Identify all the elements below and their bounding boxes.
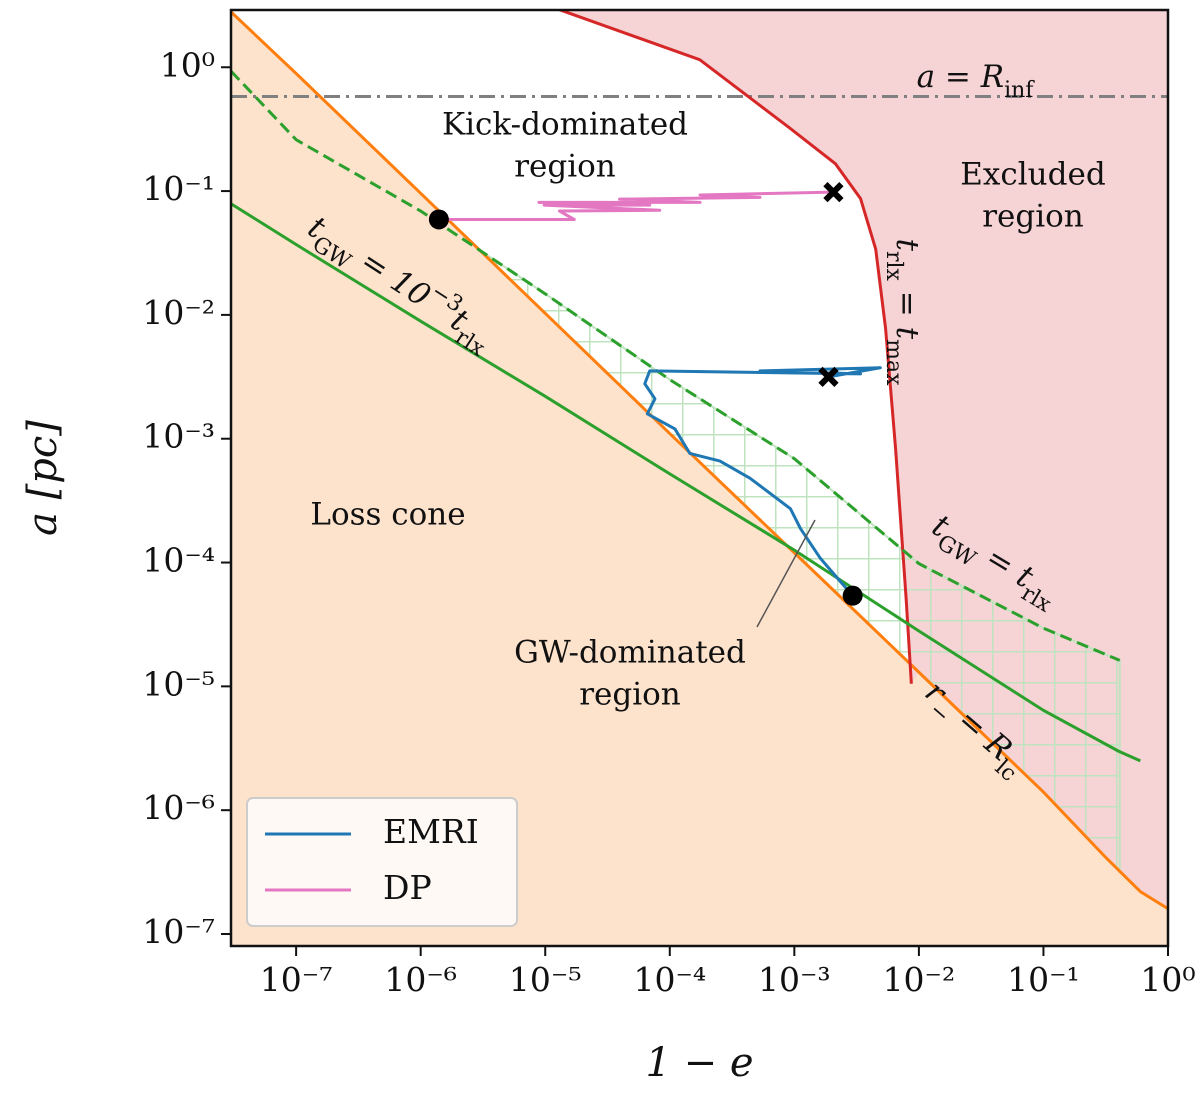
x-tick-label: 10⁻⁴ <box>633 960 706 999</box>
boundary-line <box>231 70 1121 662</box>
y-axis-label: a [pc] <box>20 420 66 536</box>
annotation: trlx = tmax <box>882 239 926 387</box>
boundary-line <box>557 10 913 684</box>
plot-area <box>231 10 1168 946</box>
y-tick-label: 10⁻¹ <box>142 169 215 208</box>
annotation-part: = t <box>890 281 926 340</box>
x-tick-label: 10⁻² <box>883 960 956 999</box>
boundary-line <box>231 202 1141 763</box>
annotation: region <box>579 677 681 713</box>
y-tick-label: 10⁻³ <box>142 417 215 456</box>
region-fill <box>231 11 1168 946</box>
annotation: Excluded <box>960 157 1105 193</box>
trajectory <box>438 190 834 221</box>
y-tick-label: 10⁻⁶ <box>142 788 215 827</box>
annotation-part: rlx <box>882 251 907 282</box>
annotation: GW-dominated <box>514 635 746 671</box>
end-marker <box>818 366 839 387</box>
x-tick-label: 10⁻⁷ <box>260 960 333 999</box>
annotation-part: t <box>890 239 926 252</box>
annotation: a = Rinf <box>917 59 1036 103</box>
overlay: a = Rinf Kick-dominated region Excluded regi… <box>20 8 1196 1086</box>
x-tick-label: 10⁰ <box>1140 960 1195 999</box>
plot-frame <box>229 8 1170 948</box>
annotation-part: a = R <box>917 59 1005 95</box>
y-tick-label: 10⁻⁴ <box>142 541 215 580</box>
x-tick-label: 10⁻⁵ <box>509 960 582 999</box>
annotation: region <box>514 149 616 185</box>
x-tick-label: 10⁻¹ <box>1007 960 1080 999</box>
annotation-part: max <box>882 339 907 386</box>
legend-label: DP <box>383 868 432 907</box>
y-tick-label: 10⁰ <box>160 45 215 84</box>
start-marker <box>842 585 863 606</box>
y-tick-label: 10⁻⁷ <box>142 912 215 951</box>
legend-label: EMRI <box>383 812 479 851</box>
start-marker <box>428 209 449 230</box>
y-tick-label: 10⁻⁵ <box>142 664 215 703</box>
y-tick-label: 10⁻² <box>142 293 215 332</box>
x-tick-label: 10⁻³ <box>758 960 831 999</box>
annotation: region <box>982 199 1084 235</box>
end-marker <box>823 182 844 203</box>
annotation-part: inf <box>1004 78 1035 103</box>
legend-box <box>246 797 518 927</box>
boundary-line <box>231 10 1168 911</box>
x-tick-label: 10⁻⁶ <box>384 960 457 999</box>
annotation: Loss cone <box>310 497 465 533</box>
annotation: Kick-dominated <box>442 107 688 143</box>
pointer-line <box>756 519 816 628</box>
x-axis-label: 1 − e <box>645 1040 753 1086</box>
